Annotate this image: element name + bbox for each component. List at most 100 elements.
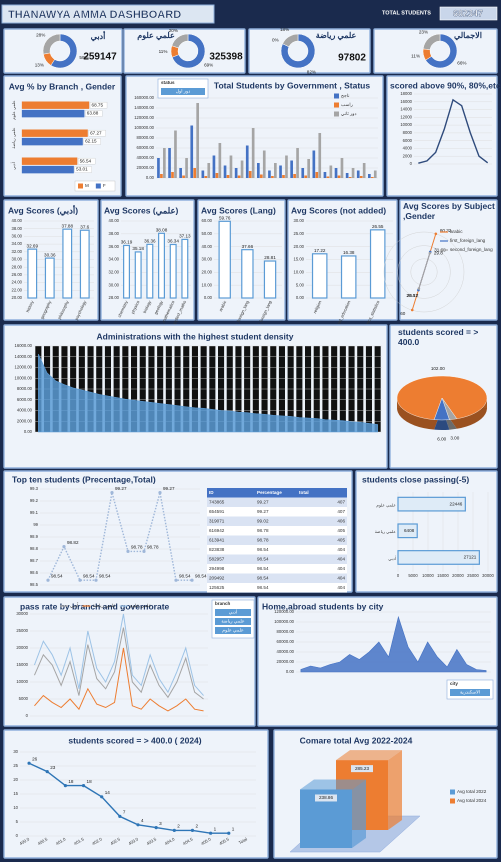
y-tick-label: 30.00 [294,218,305,223]
bar [171,172,174,178]
bar [369,229,386,299]
donut-slice [425,33,458,69]
legend-label: راسب [341,102,354,108]
x-tick-label: geology [153,299,164,315]
y-tick-label: 5.00 [296,282,305,287]
slicer-title: branch [215,601,231,606]
marker [126,549,130,554]
y-tick-label: 25000 [16,628,28,633]
donut-slice [422,33,441,51]
line [28,762,229,834]
slicer-item-label[interactable]: الاسكندرية [460,690,480,696]
y-tick-label: 98.7 [30,558,39,563]
table-cell: 404 [337,566,345,571]
slicer-item-label[interactable]: علمي علوم [222,628,244,634]
data-label: 4 [141,818,144,823]
y-tick-label: 4000.00 [17,408,33,413]
y-tick-label: 10.00 [202,282,213,287]
data-label: 98.54 [179,573,191,578]
slicer-item[interactable] [215,627,251,634]
y-tick-label: 32.00 [12,249,23,254]
panel [123,28,246,74]
y-tick-label: علمي رياضة [11,127,16,148]
data-label: 36.36 [144,239,156,244]
y-tick-label: 0.00 [204,295,213,300]
y-tick-label: 32.00 [109,269,120,274]
slicer-item-label[interactable]: علمي رياضة [221,619,245,625]
y-tick-label: 20 [13,777,18,782]
bar [290,160,293,178]
bar [345,173,349,178]
table-cell: 616942 [209,528,225,533]
slicer-item[interactable] [215,609,251,616]
table-cell: 125625 [209,585,225,590]
y-tick-label: 10000 [400,122,412,127]
bar [241,249,254,299]
y-tick-label: 28.00 [12,264,23,269]
table-cell: 209492 [209,575,225,580]
slicer-item[interactable] [215,618,251,625]
bar [340,158,344,178]
y-tick-label: 120000.00 [274,609,294,614]
data-label: 67.27 [90,130,102,135]
data-label: 1 [214,826,217,831]
table-cell: 743865 [209,499,225,504]
table-row [207,554,347,564]
bar [21,101,90,109]
marker [27,761,31,765]
donut-slice [42,33,61,55]
legend-label: F [103,183,106,188]
bar [212,155,216,178]
y-tick-label: 6000.00 [17,397,33,402]
y-tick-label: 100000.00 [134,125,154,130]
table-cell: 407 [337,509,345,514]
slicer-item[interactable] [450,689,490,696]
marker [136,823,140,827]
marker [190,828,195,833]
table-cell: 405 [337,528,345,533]
data-label: 68.75 [92,102,104,107]
slicer-item-label[interactable]: دور اول [176,89,191,95]
legend-label: M [85,183,89,188]
table-cell: 98.54 [257,585,269,590]
x-tick-label: 405.5 [218,836,230,846]
y-tick-label: 60.00 [202,218,213,223]
y-tick-label: 15000 [16,662,28,667]
data-label: 26.12 [407,293,419,298]
table-cell: 98.78 [257,528,269,533]
legend-label: second_foreign_lang [450,247,493,252]
y-tick-label: 8000 [403,130,413,135]
legend-swatch [95,183,101,189]
data-label-box [89,101,108,109]
marker [434,232,438,236]
y-tick-label: علمي رياضة [375,529,396,534]
data-label: 37.6 [80,224,89,229]
y-tick-label: 0.00 [286,669,295,674]
marker [174,578,178,582]
bar [181,238,189,299]
data-label: 98.54 [99,573,111,578]
y-tick-label: 12000 [400,114,412,119]
data-label-box [74,166,92,173]
bar [268,170,271,178]
data-label: 23% [419,29,428,34]
x-tick-label: history [25,299,35,313]
marker [94,578,98,582]
y-tick-label: 25.00 [294,231,305,236]
y-tick-label: 20000 [16,645,28,650]
panel [373,28,498,74]
bar [21,165,74,174]
y-tick-label: 30.00 [12,257,23,262]
bar [334,168,338,178]
bar [301,168,305,178]
marker [158,491,162,495]
bar [279,165,282,178]
slicer-item[interactable] [161,88,205,95]
bar [21,137,83,146]
y-tick-label: 0.00 [296,295,305,300]
slicer-item-label[interactable]: أدبي [229,608,238,615]
table-cell: 405 [337,537,345,542]
y-tick-label: 22.00 [12,287,23,292]
data-label: 82% [307,69,316,74]
